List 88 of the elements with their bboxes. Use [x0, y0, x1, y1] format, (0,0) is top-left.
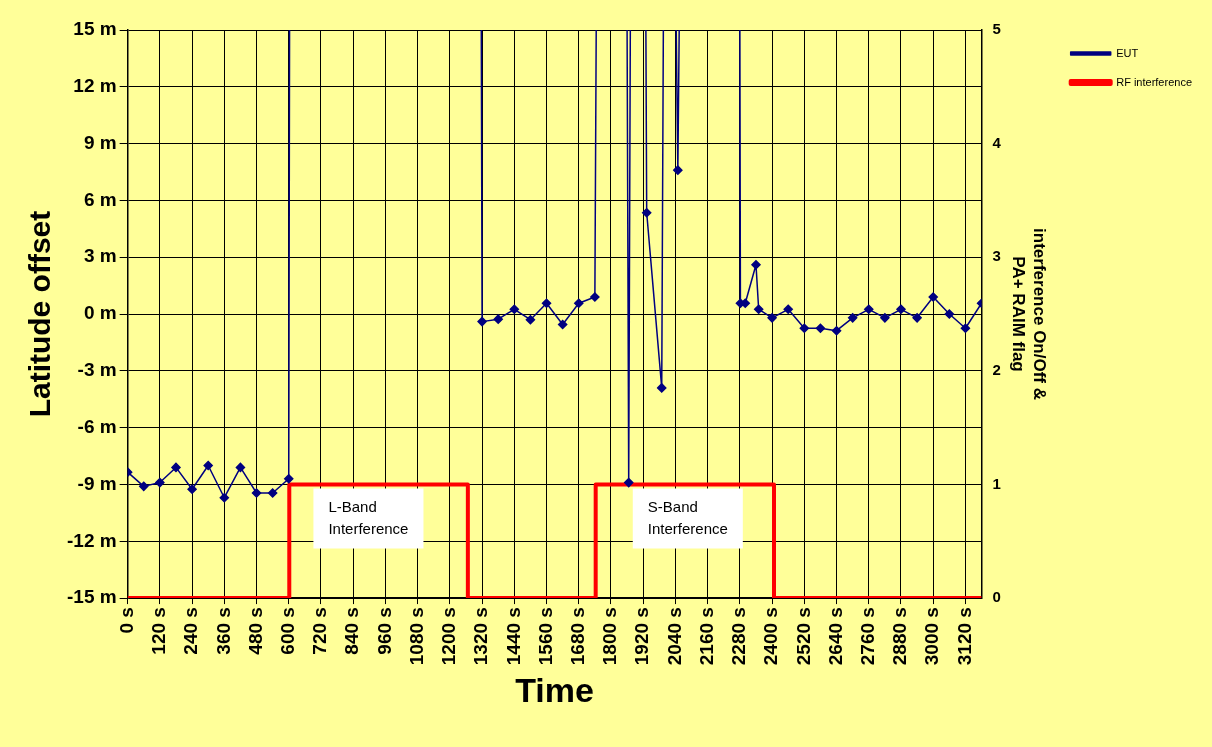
y-tick-label: -15 m	[66, 586, 117, 608]
point	[267, 488, 278, 498]
point	[673, 165, 683, 175]
y2-tick-label: 3	[992, 247, 1001, 265]
y-tick-label: 9 m	[83, 131, 117, 153]
point	[864, 304, 874, 315]
point	[139, 481, 149, 492]
point	[477, 316, 487, 327]
point	[751, 260, 761, 270]
point	[623, 477, 634, 488]
point	[960, 323, 971, 333]
point	[896, 304, 906, 315]
x-tick-label: 2520 s	[792, 607, 814, 666]
y-tick-label: 15 m	[73, 18, 117, 40]
x-tick-label: 3120 s	[953, 607, 975, 666]
point	[525, 314, 536, 325]
y2-tick-label: 5	[992, 20, 1001, 38]
x-tick-label: 2160 s	[695, 607, 717, 666]
point	[203, 460, 213, 471]
y-axis-title: Latitude offset	[23, 210, 57, 418]
x-tick-label: 1200 s	[438, 607, 460, 666]
point	[155, 477, 165, 488]
annotation: L-Band Interference	[328, 497, 409, 537]
y-tick-label: 6 m	[83, 188, 117, 210]
y2-tick-label: 0	[992, 588, 1001, 606]
x-tick-label: 1080 s	[405, 607, 427, 666]
y-tick-label: 3 m	[83, 245, 117, 267]
y2-axis-title: interference On/Off & PA+ RAIM flag	[1009, 228, 1049, 400]
x-tick-label: 2880 s	[889, 607, 911, 666]
point	[541, 298, 552, 308]
point	[590, 292, 600, 302]
y-tick-label: -9 m	[77, 472, 117, 494]
point	[284, 474, 294, 484]
x-tick-label: 360 s	[212, 607, 234, 655]
x-tick-label: 3000 s	[921, 607, 943, 666]
y-tick-label: -3 m	[77, 359, 117, 381]
x-tick-label: 600 s	[276, 607, 298, 655]
point	[912, 313, 922, 323]
x-tick-label: 1680 s	[566, 607, 588, 666]
point	[831, 325, 842, 336]
point	[641, 207, 652, 218]
x-tick-label: 120 s	[148, 607, 170, 655]
x-tick-label: 840 s	[341, 607, 363, 655]
annotation: S-Band Interference	[647, 497, 728, 537]
point	[815, 323, 826, 333]
y2-tick-label: 1	[992, 474, 1001, 492]
x-tick-label: 720 s	[309, 607, 331, 655]
x-tick-label: 960 s	[373, 607, 395, 655]
x-tick-label: 240 s	[180, 607, 202, 655]
point	[753, 304, 764, 315]
x-tick-label: 1440 s	[502, 607, 524, 666]
y-tick-label: -12 m	[66, 529, 117, 551]
legend-label: EUT	[1116, 46, 1139, 59]
x-tick-label: 1560 s	[534, 607, 556, 666]
x-tick-label: 480 s	[244, 607, 266, 655]
x-tick-label: 1920 s	[631, 607, 653, 666]
point	[235, 462, 246, 473]
y-tick-label: -6 m	[77, 415, 117, 437]
point	[509, 304, 520, 315]
x-tick-label: 1800 s	[599, 607, 621, 666]
x-tick-label: 0 s	[115, 607, 137, 634]
point	[171, 462, 181, 473]
point	[928, 292, 938, 302]
y-tick-label: 12 m	[73, 75, 117, 97]
point	[847, 313, 858, 323]
y2-tick-label: 4	[992, 133, 1002, 151]
point	[656, 383, 667, 393]
x-tick-label: 2280 s	[728, 607, 750, 666]
x-tick-label: 1320 s	[470, 607, 492, 666]
point	[219, 492, 230, 503]
point	[187, 484, 197, 494]
point	[799, 323, 810, 333]
legend-label: RF interference	[1116, 75, 1192, 88]
x-tick-label: 2040 s	[663, 607, 685, 666]
point	[574, 298, 584, 308]
y2-tick-label: 2	[992, 360, 1001, 378]
point	[783, 304, 793, 315]
point	[251, 488, 262, 498]
x-tick-label: 2760 s	[857, 607, 878, 666]
y-tick-label: 0 m	[83, 302, 117, 324]
x-tick-label: 2400 s	[760, 607, 782, 666]
point	[767, 313, 777, 323]
x-tick-label: 2640 s	[824, 607, 846, 666]
x-axis-title: Time	[515, 670, 594, 709]
point	[944, 309, 955, 319]
point	[557, 319, 568, 330]
point	[493, 314, 503, 324]
point	[880, 313, 890, 323]
